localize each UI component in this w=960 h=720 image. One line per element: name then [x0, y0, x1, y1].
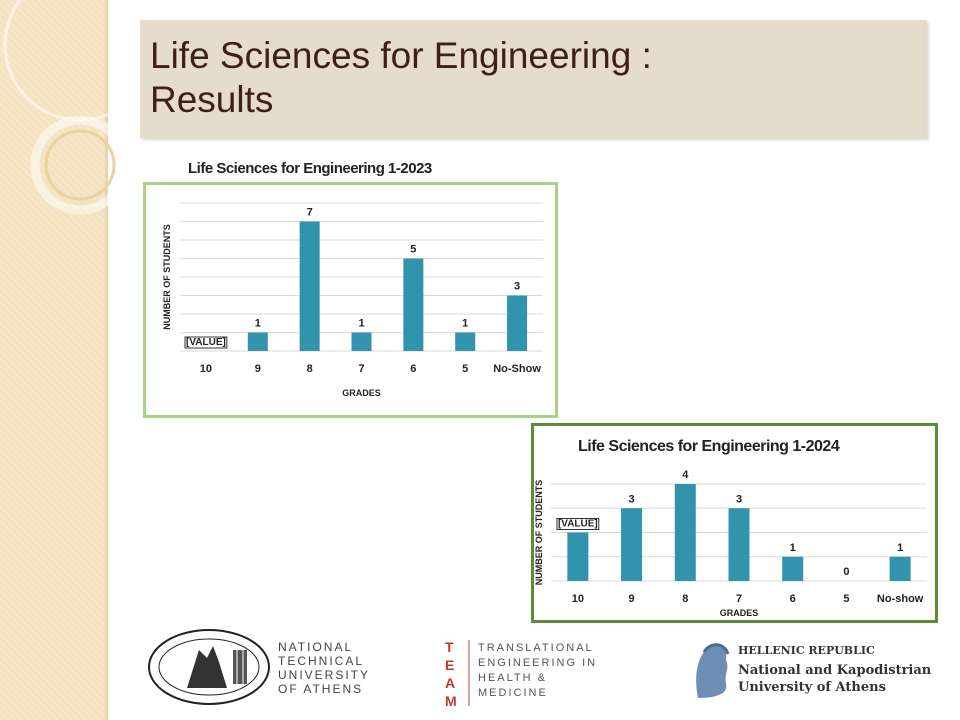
- chart-1-category-label: No-Show: [493, 363, 541, 375]
- chart-1-title: Life Sciences for Engineering 1-2023: [188, 160, 432, 177]
- ntua-line-3: UNIVERSITY: [278, 668, 371, 682]
- chart-2-data-label: 4: [682, 469, 689, 481]
- ntua-line-1: NATIONAL: [278, 640, 354, 654]
- chart-2-data-label: [VALUE]: [558, 519, 598, 530]
- chart-1-x-axis-title: GRADES: [342, 388, 381, 398]
- team-line-2: ENGINEERING IN: [478, 657, 598, 669]
- chart-2-bar: [567, 532, 589, 581]
- chart-1-data-label: 7: [307, 207, 313, 219]
- chart-1-data-label: [VALUE]: [186, 337, 226, 348]
- chart-1-data-label: 5: [410, 244, 416, 256]
- slide-title-line-1: Life Sciences for Engineering :: [150, 35, 652, 76]
- chart-2-bar: [621, 508, 643, 581]
- ntua-line-2: TECHNICAL: [278, 654, 365, 668]
- athena-head-icon: [696, 643, 730, 698]
- team-letter-e: E: [445, 657, 455, 673]
- chart-1-data-label: 3: [514, 281, 520, 293]
- team-line-1: TRANSLATIONAL: [478, 642, 594, 654]
- chart-2-data-label: 1: [897, 542, 903, 554]
- chart-1-data-label-box: [184, 336, 228, 349]
- chart-2-category-label: 7: [736, 593, 742, 605]
- chart-1-bar: [403, 258, 424, 351]
- uoa-line-1: HELLENIC REPUBLIC: [738, 644, 875, 657]
- chart-1-category-label: 6: [410, 363, 416, 375]
- chart-2-category-label: 5: [843, 593, 849, 605]
- team-line-3: HEALTH &: [478, 672, 547, 684]
- chart-1-bar: [507, 295, 528, 351]
- chart-2-y-axis-title: NUMBER OF STUDENTS: [534, 480, 544, 586]
- chart-1-plot: [VALUE] 10 1 9 7 8 1 7 5 6 1 5 3 No-Show GRADES NUMBER …: [162, 202, 543, 398]
- title-panel: Life Sciences for Engineering : Results: [140, 20, 927, 138]
- chart-2-x-axis-title: GRADES: [720, 608, 759, 618]
- chart-2-category-label: 9: [629, 593, 635, 605]
- chart-1-category-label: 9: [255, 363, 261, 375]
- chart-1-category-label: 8: [307, 363, 313, 375]
- chart-1-category-label: 10: [200, 363, 212, 375]
- ntua-line-4: OF ATHENS: [278, 682, 364, 696]
- chart-1-frame: [VALUE] 10 1 9 7 8 1 7 5 6 1 5 3 No-Show GRADES NUMBER …: [143, 182, 558, 418]
- chart-2-data-label: 3: [736, 493, 742, 505]
- chart-2-data-label: 3: [629, 493, 635, 505]
- deco-ring-inner: [44, 129, 116, 201]
- chart-2-category-label: 8: [682, 593, 688, 605]
- chart-1-data-label: 1: [255, 318, 261, 330]
- chart-1-bar: [455, 332, 476, 351]
- uoa-line-3: University of Athens: [738, 680, 886, 695]
- chart-1-bar: [351, 332, 372, 351]
- chart-1-category-label: 7: [358, 363, 364, 375]
- deco-ring: [30, 115, 130, 215]
- chart-2-category-label: No-show: [877, 593, 924, 605]
- chart-1-y-axis-title: NUMBER OF STUDENTS: [162, 224, 172, 330]
- team-divider: [468, 640, 470, 706]
- chart-1-bar: [247, 332, 268, 351]
- team-letter-m: M: [445, 693, 457, 709]
- chart-2-data-label: 1: [790, 542, 796, 554]
- team-letter-t: T: [445, 639, 454, 655]
- chart-2-category-label: 6: [790, 593, 796, 605]
- chart-2-frame: Life Sciences for Engineering 1-2024 [VA…: [531, 423, 938, 623]
- chart-1-data-label: 1: [462, 318, 468, 330]
- chart-1-bar: [299, 221, 320, 351]
- chart-2-bar: [728, 508, 750, 581]
- chart-2-bar: [889, 556, 911, 581]
- chart-2-data-label: 0: [843, 566, 849, 578]
- sidebar-divider: [105, 0, 108, 720]
- slide-title: Life Sciences for Engineering : Results: [150, 34, 652, 122]
- chart-2-data-label-box: [556, 518, 600, 530]
- chart-2-title: Life Sciences for Engineering 1-2024: [578, 438, 840, 455]
- team-line-4: MEDICINE: [478, 687, 548, 699]
- uoa-line-2: National and Kapodistrian: [738, 663, 932, 678]
- slide-title-line-2: Results: [150, 79, 274, 120]
- chart-2-bar: [782, 556, 804, 581]
- team-letter-a: A: [445, 675, 456, 691]
- ntua-seal-icon: [148, 629, 270, 705]
- chart-2-category-label: 10: [572, 593, 584, 605]
- decorative-circles: [3, 0, 140, 215]
- chart-1-data-label: 1: [358, 318, 364, 330]
- chart-2-plot: [VALUE] 10 3 9 4 8 3 7 1 6 0 5 1 No-show GRADES NUMBER …: [534, 469, 927, 618]
- deco-circle-large: [3, 0, 140, 122]
- chart-2-bar: [674, 484, 696, 581]
- chart-1-category-label: 5: [462, 363, 468, 375]
